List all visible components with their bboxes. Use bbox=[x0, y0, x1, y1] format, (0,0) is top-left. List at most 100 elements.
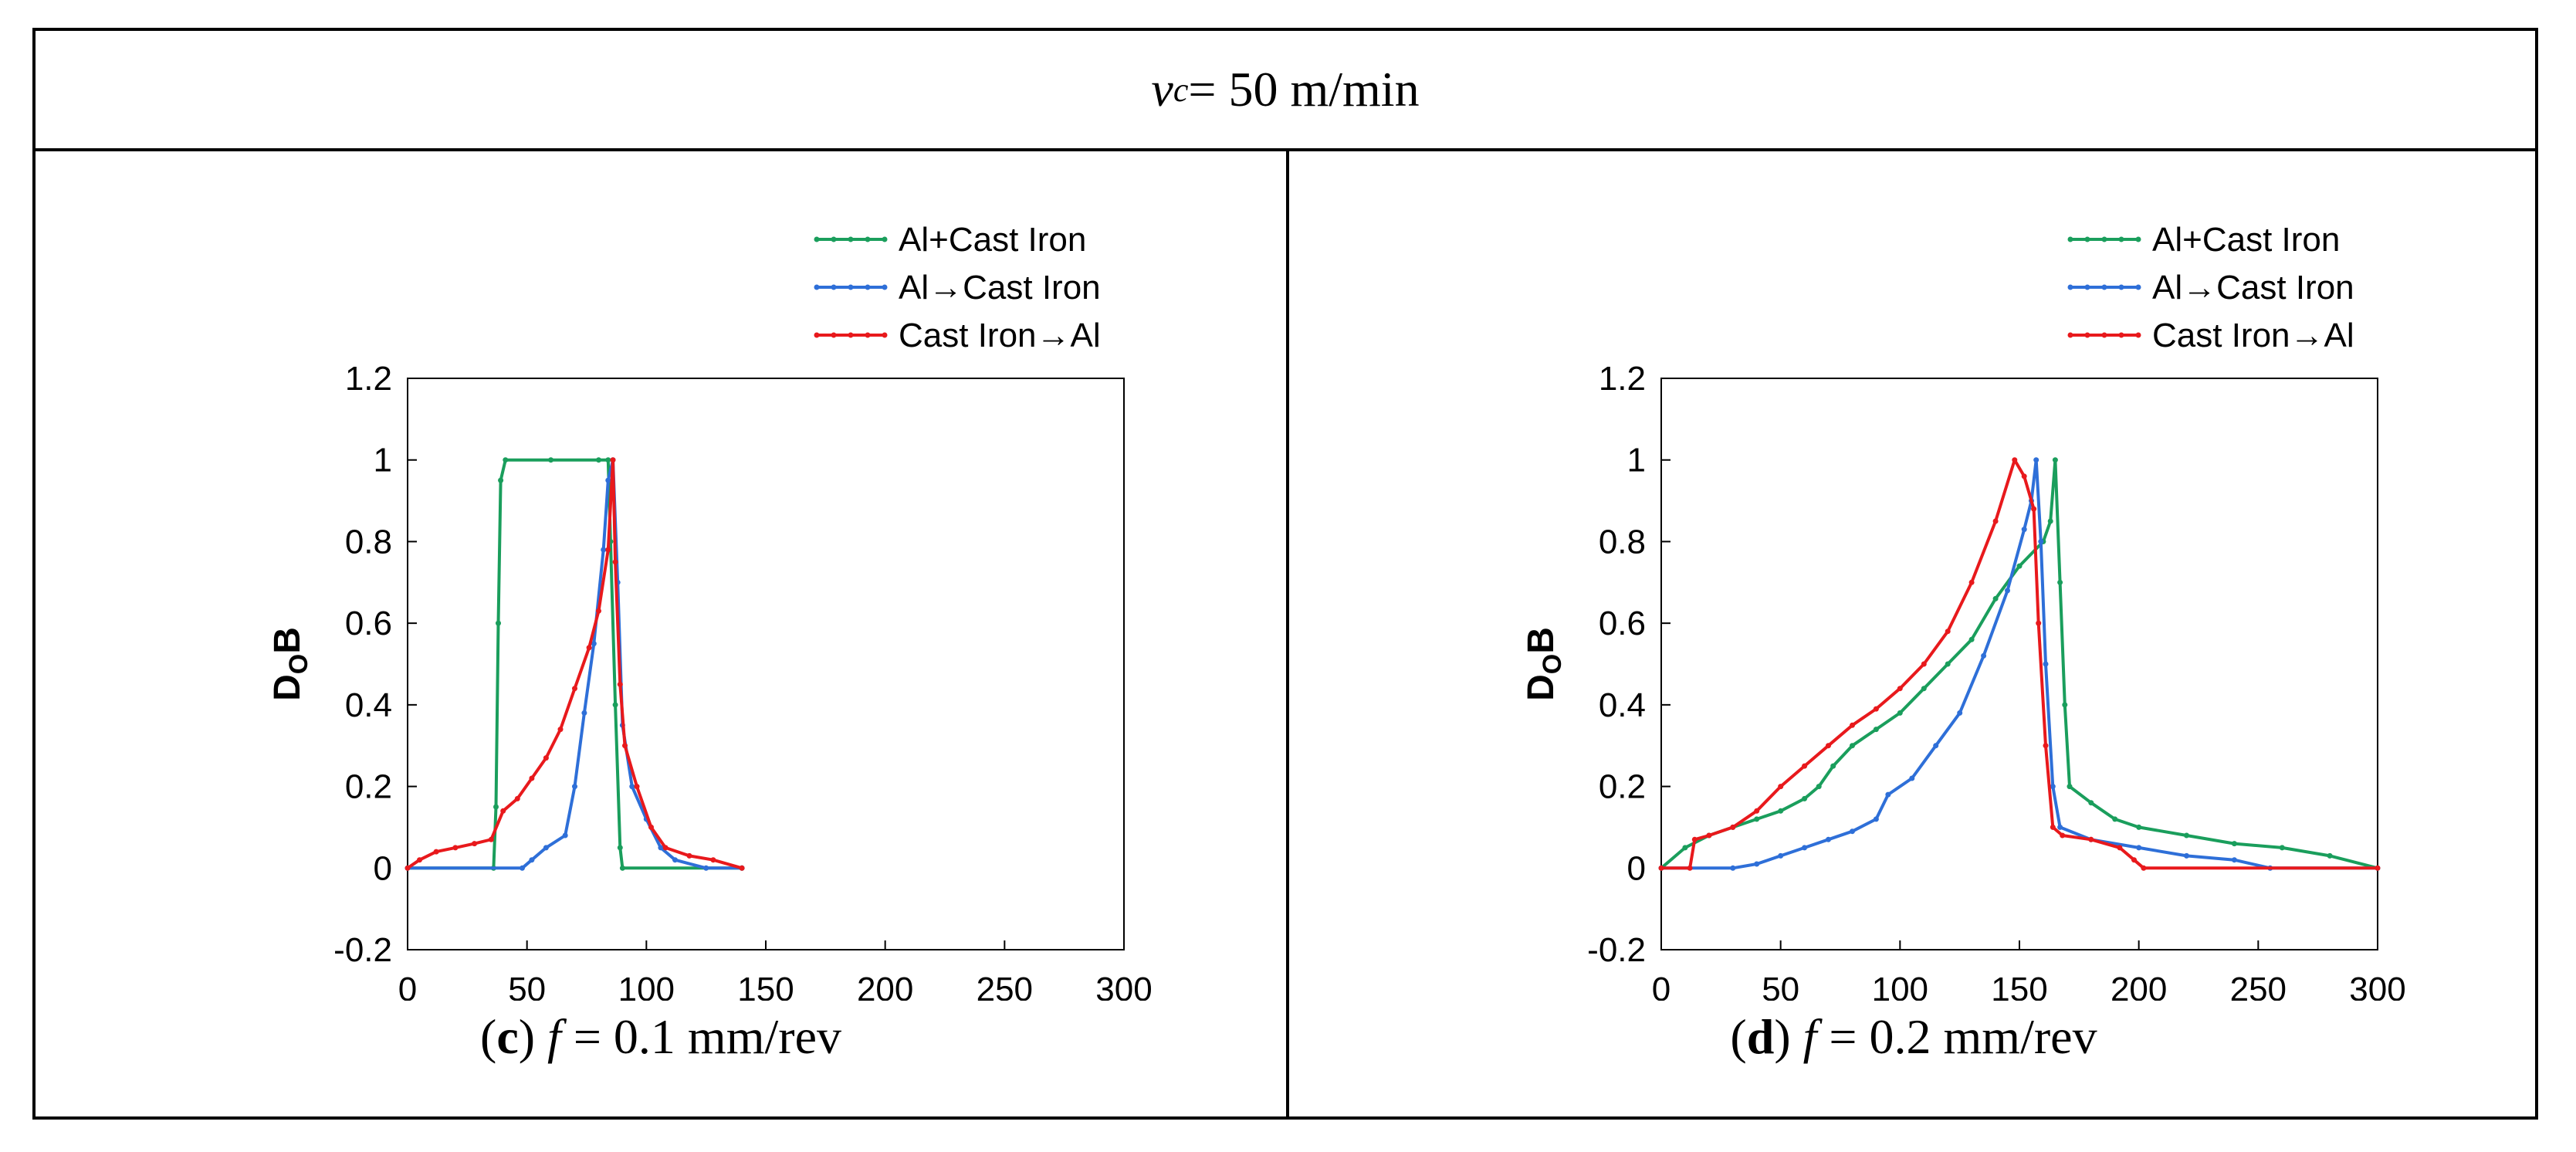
chart-d-series-0-point bbox=[2136, 824, 2142, 830]
chart-d-series-0-point bbox=[1830, 763, 1836, 769]
chart-d-series-0-line bbox=[1660, 458, 2378, 870]
chart-d-legend-label-1: Al→Cast Iron bbox=[2152, 269, 2354, 307]
chart-d-legend-marker-1 bbox=[2101, 284, 2107, 290]
chart-c-legend-marker-2 bbox=[865, 332, 871, 338]
chart-c-series-1-point bbox=[562, 832, 568, 839]
chart-c-series-2-point bbox=[739, 865, 745, 871]
chart-c-xtick-label: 300 bbox=[1095, 971, 1152, 1001]
chart-d-series-2-point bbox=[2031, 506, 2037, 512]
chart-d-series-2-point bbox=[2012, 457, 2018, 463]
panel-divider bbox=[1286, 148, 1289, 1116]
chart-c-xtick-label: 50 bbox=[508, 971, 546, 1001]
chart-c-series-1-point bbox=[672, 857, 678, 863]
caption-c-close: ) bbox=[518, 1009, 548, 1064]
caption-c-letter: c bbox=[496, 1009, 519, 1064]
chart-c-series-2-point bbox=[617, 681, 623, 687]
chart-d-xtick-label: 50 bbox=[1762, 971, 1799, 1001]
chart-d-series-1-point bbox=[2043, 661, 2049, 667]
chart-d-legend-marker-0 bbox=[2101, 236, 2107, 242]
chart-c-legend-marker-2 bbox=[882, 332, 888, 338]
chart-d-series-0-point bbox=[1850, 743, 1855, 749]
chart-d-series-0-point bbox=[1873, 727, 1879, 733]
chart-d-series-1-point bbox=[2021, 527, 2027, 533]
chart-d-legend-marker-2 bbox=[2084, 332, 2090, 338]
chart-d-xtick-label: 300 bbox=[2349, 971, 2405, 1001]
chart-d-series-1-point bbox=[2057, 824, 2063, 830]
chart-d-series-1-point bbox=[1802, 845, 1808, 851]
chart-c-plot-frame bbox=[407, 378, 1125, 950]
chart-c-xtick-label: 0 bbox=[398, 971, 417, 1001]
caption-d-close: ) bbox=[1774, 1009, 1803, 1064]
chart-c-series-2-point bbox=[472, 841, 478, 847]
chart-d-series-0-point bbox=[1802, 795, 1808, 801]
caption-d: (d) f = 0.2 mm/rev bbox=[1289, 1008, 2538, 1066]
chart-c-series-2-point bbox=[452, 845, 459, 851]
header-subscript: c bbox=[1173, 70, 1189, 109]
chart-d-series-2-point bbox=[1992, 518, 1999, 524]
chart-d-legend-marker-1 bbox=[2135, 284, 2141, 290]
panel-c: -0.200.20.40.60.811.2050100150200250300F… bbox=[36, 151, 1286, 1116]
chart-d-ytick-label: 0.4 bbox=[1599, 686, 1646, 724]
chart-c-legend-marker-0 bbox=[831, 236, 837, 242]
caption-c: (c) f = 0.1 mm/rev bbox=[36, 1008, 1286, 1066]
chart-d-series-2-point bbox=[1706, 832, 1712, 839]
chart-d-series-1-point bbox=[2033, 457, 2039, 463]
chart-c-series-2-point bbox=[605, 547, 611, 553]
chart-d-series-0-point bbox=[2231, 841, 2237, 847]
chart-d-series-1-point bbox=[2005, 588, 2010, 594]
chart-c-series-2-point bbox=[488, 836, 494, 842]
chart-d-series-2-point bbox=[1873, 706, 1879, 712]
chart-c-series-0-point bbox=[612, 702, 618, 708]
chart-d-legend-marker-1 bbox=[2067, 284, 2073, 290]
chart-d-series-2-point bbox=[1850, 722, 1855, 728]
chart-d-series-1-point bbox=[1885, 791, 1891, 798]
chart-c-series-1-point bbox=[591, 641, 597, 647]
chart-d-xtick-label: 250 bbox=[2230, 971, 2287, 1001]
chart-c-series-2-point bbox=[586, 645, 592, 651]
chart-d-series-2-point bbox=[2036, 620, 2042, 626]
chart-c-legend-marker-0 bbox=[814, 236, 820, 242]
chart-c-ytick-label: 0.6 bbox=[345, 605, 392, 642]
chart-d-series-2-point bbox=[1921, 661, 1927, 667]
chart-d-series-0-point bbox=[2016, 563, 2023, 569]
chart-d-series-2-point bbox=[2131, 857, 2137, 863]
chart-d-ytick-label: -0.2 bbox=[1587, 931, 1646, 969]
chart-d-series-0-point bbox=[2047, 518, 2053, 524]
chart-d-series-0-point bbox=[2327, 852, 2333, 859]
chart-d-series-1-point bbox=[1981, 652, 1987, 659]
chart-c-series-0-point bbox=[498, 477, 504, 483]
chart-c-series-0-point bbox=[605, 457, 611, 463]
chart-d-yaxis-label: DOB bbox=[1521, 627, 1567, 701]
chart-d-legend-marker-2 bbox=[2135, 332, 2141, 338]
chart-c-xtick-label: 250 bbox=[977, 971, 1033, 1001]
chart-d-series-0-point bbox=[1682, 845, 1688, 851]
chart-d-series-2-point bbox=[2141, 865, 2147, 871]
chart-d-legend-marker-2 bbox=[2101, 332, 2107, 338]
chart-c-xtick-label: 150 bbox=[737, 971, 794, 1001]
chart-c-xtick-label: 200 bbox=[857, 971, 913, 1001]
chart-d-series-2-point bbox=[2375, 865, 2381, 871]
chart-c-legend-marker-1 bbox=[882, 284, 888, 290]
chart-d-xtick-label: 100 bbox=[1872, 971, 1928, 1001]
chart-d-series-0-point bbox=[1992, 595, 1999, 601]
chart-d-series-2-point bbox=[2043, 743, 2049, 749]
chart-d-series-1-point bbox=[2184, 852, 2189, 859]
chart-c-legend-marker-1 bbox=[814, 284, 820, 290]
chart-c-legend-marker-1 bbox=[831, 284, 837, 290]
chart-d-series-1-point bbox=[2231, 857, 2237, 863]
chart-d-xtick-label: 200 bbox=[2111, 971, 2167, 1001]
chart-d-series-2-point bbox=[2117, 845, 2123, 851]
header-variable: v bbox=[1151, 62, 1173, 117]
chart-c-legend-label-1: Al→Cast Iron bbox=[899, 269, 1101, 307]
chart-c-ytick-label: 0.2 bbox=[345, 768, 392, 806]
chart-d-plot-frame bbox=[1660, 378, 2378, 950]
chart-c-ytick-label: 1 bbox=[374, 442, 392, 479]
chart-d-series-2-point bbox=[1778, 784, 1784, 790]
chart-d-series-0-point bbox=[1897, 710, 1903, 716]
caption-d-open: ( bbox=[1730, 1009, 1747, 1064]
chart-c-series-0-point bbox=[617, 845, 623, 851]
chart-d-legend-marker-2 bbox=[2067, 332, 2073, 338]
chart-c-series-0-point bbox=[496, 620, 501, 626]
chart-c-series-2-point bbox=[662, 845, 669, 851]
